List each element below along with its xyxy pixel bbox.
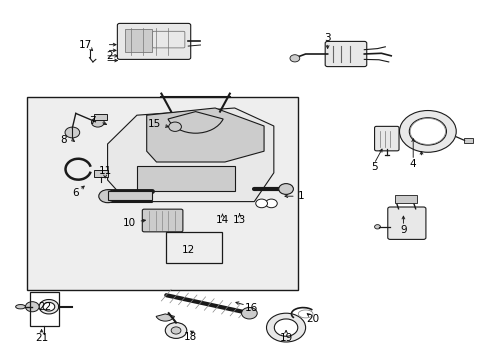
- Bar: [463, 138, 472, 143]
- Bar: [137, 166, 234, 191]
- Bar: [124, 29, 151, 52]
- Text: 12: 12: [181, 245, 195, 255]
- Bar: [107, 191, 151, 200]
- Text: 1: 1: [297, 191, 304, 201]
- Text: 20: 20: [306, 314, 319, 324]
- Text: 13: 13: [232, 215, 246, 225]
- Circle shape: [25, 302, 39, 312]
- Bar: [27, 97, 298, 290]
- Text: 21: 21: [35, 333, 48, 343]
- Ellipse shape: [16, 305, 25, 309]
- Text: 14: 14: [215, 215, 229, 225]
- Text: 22: 22: [38, 302, 51, 312]
- Wedge shape: [168, 112, 223, 133]
- Text: 10: 10: [123, 218, 136, 228]
- Circle shape: [65, 127, 80, 138]
- Circle shape: [241, 307, 257, 319]
- Circle shape: [265, 199, 277, 208]
- Circle shape: [99, 190, 116, 203]
- Text: 9: 9: [399, 225, 406, 235]
- FancyBboxPatch shape: [152, 31, 184, 48]
- FancyBboxPatch shape: [117, 23, 190, 59]
- Text: 6: 6: [72, 188, 79, 198]
- Circle shape: [278, 184, 293, 194]
- Text: 7: 7: [89, 116, 96, 126]
- Text: 5: 5: [370, 162, 377, 172]
- Text: 11: 11: [98, 166, 112, 176]
- Polygon shape: [107, 108, 273, 202]
- Circle shape: [289, 55, 299, 62]
- Text: 17: 17: [79, 40, 92, 50]
- Polygon shape: [146, 108, 264, 162]
- Text: 15: 15: [147, 119, 161, 129]
- Text: 19: 19: [279, 333, 292, 343]
- Bar: [166, 232, 222, 263]
- FancyBboxPatch shape: [387, 207, 425, 239]
- Circle shape: [374, 225, 380, 229]
- Text: 16: 16: [244, 303, 258, 313]
- Bar: [30, 292, 59, 326]
- Text: 3: 3: [324, 33, 330, 43]
- Bar: [394, 195, 416, 203]
- FancyBboxPatch shape: [142, 209, 183, 232]
- Text: 8: 8: [60, 135, 67, 145]
- Circle shape: [168, 122, 181, 131]
- Text: 18: 18: [183, 332, 197, 342]
- Text: 2: 2: [106, 51, 113, 61]
- FancyBboxPatch shape: [325, 41, 366, 67]
- Circle shape: [165, 323, 186, 338]
- Circle shape: [171, 327, 181, 334]
- Bar: [94, 114, 106, 120]
- Text: 4: 4: [409, 159, 416, 169]
- FancyBboxPatch shape: [374, 126, 398, 151]
- Circle shape: [255, 199, 267, 208]
- Circle shape: [91, 118, 104, 127]
- Bar: [94, 170, 108, 177]
- Wedge shape: [156, 314, 174, 321]
